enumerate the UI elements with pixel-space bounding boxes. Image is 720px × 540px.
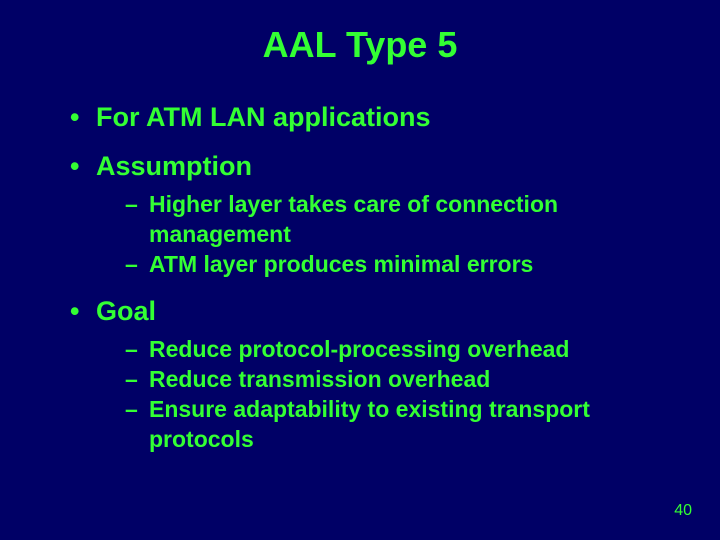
bullet-item: • For ATM LAN applications [70, 100, 670, 135]
sub-bullet-item: – Reduce protocol-processing overhead [125, 335, 670, 364]
sub-bullet-text: ATM layer produces minimal errors [149, 250, 670, 279]
bullet-text: Goal [96, 294, 670, 329]
slide: AAL Type 5 • For ATM LAN applications • … [0, 0, 720, 540]
sub-bullet-text: Reduce transmission overhead [149, 365, 670, 394]
sub-bullet-item: – Ensure adaptability to existing transp… [125, 395, 670, 454]
bullet-marker: • [70, 149, 96, 184]
dash-marker: – [125, 190, 149, 219]
bullet-text: Assumption [96, 149, 670, 184]
sub-bullet-item: – Higher layer takes care of connection … [125, 190, 670, 249]
bullet-text: For ATM LAN applications [96, 100, 670, 135]
dash-marker: – [125, 250, 149, 279]
bullet-marker: • [70, 294, 96, 329]
dash-marker: – [125, 395, 149, 424]
sub-bullet-item: – ATM layer produces minimal errors [125, 250, 670, 279]
sub-bullet-group: – Higher layer takes care of connection … [70, 190, 670, 279]
sub-bullet-item: – Reduce transmission overhead [125, 365, 670, 394]
slide-content: • For ATM LAN applications • Assumption … [0, 100, 720, 454]
sub-bullet-text: Reduce protocol-processing overhead [149, 335, 670, 364]
dash-marker: – [125, 365, 149, 394]
sub-bullet-group: – Reduce protocol-processing overhead – … [70, 335, 670, 455]
bullet-item: • Assumption [70, 149, 670, 184]
dash-marker: – [125, 335, 149, 364]
slide-title: AAL Type 5 [0, 0, 720, 86]
page-number: 40 [674, 502, 692, 520]
bullet-item: • Goal [70, 294, 670, 329]
sub-bullet-text: Ensure adaptability to existing transpor… [149, 395, 670, 454]
sub-bullet-text: Higher layer takes care of connection ma… [149, 190, 670, 249]
bullet-marker: • [70, 100, 96, 135]
